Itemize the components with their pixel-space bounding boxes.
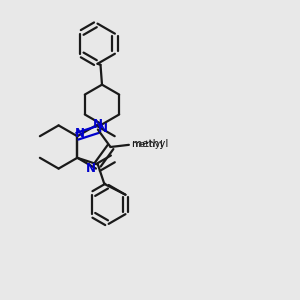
Text: methyl: methyl (131, 140, 162, 149)
Text: methyl: methyl (133, 139, 169, 149)
Text: N: N (85, 162, 96, 175)
Text: N: N (98, 122, 108, 135)
Text: N: N (75, 127, 85, 140)
Text: N: N (92, 118, 103, 131)
